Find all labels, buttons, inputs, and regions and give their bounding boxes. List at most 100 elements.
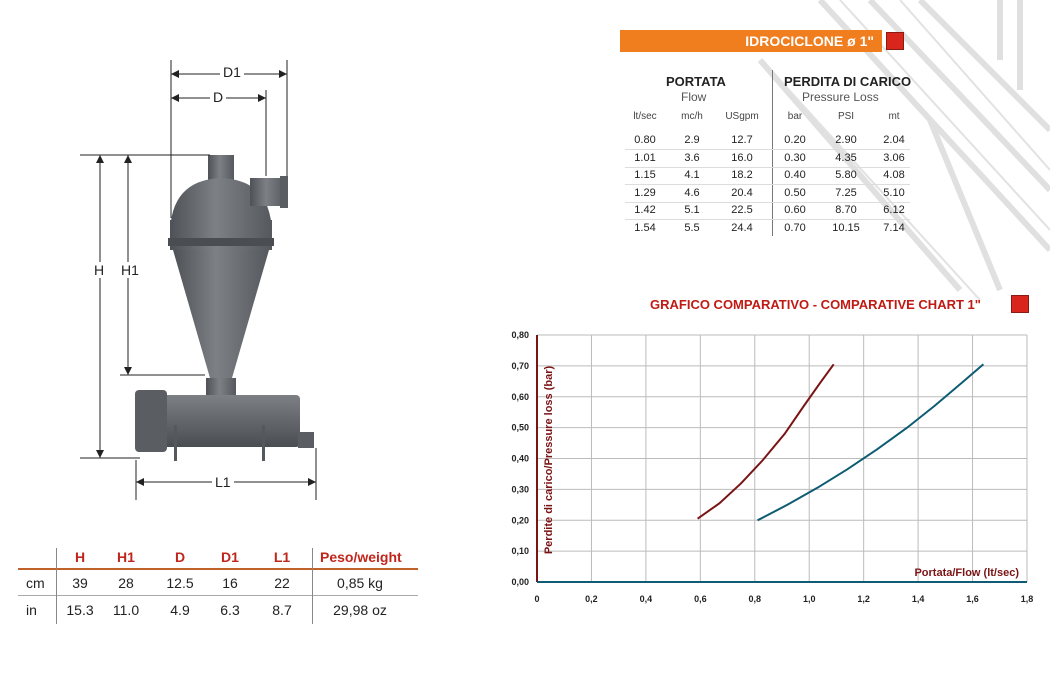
dim-table-header: D1	[221, 549, 239, 565]
flow-table-cell: 0.30	[784, 151, 806, 164]
x-tick-label: 1,6	[966, 594, 979, 604]
x-tick-label: 0,8	[749, 594, 762, 604]
dim-table-cell: 29,98 oz	[333, 602, 387, 618]
flow-table-cell: 5.1	[684, 204, 700, 216]
x-axis-label: Portata/Flow (lt/sec)	[914, 567, 1019, 579]
flow-table-separator	[772, 70, 773, 236]
flow-table-row-rule	[625, 201, 910, 203]
flow-table-cell: 0.40	[784, 169, 806, 181]
dim-table-unit: in	[26, 602, 37, 618]
flow-table-cell: 0.60	[784, 204, 806, 216]
col-usgpm: USgpm	[725, 111, 759, 122]
dim-table-separator	[312, 548, 313, 624]
flow-table-cell: 1.54	[634, 221, 656, 234]
y-tick-label: 0,50	[511, 423, 529, 433]
flow-table-cell: 16.0	[731, 151, 753, 164]
col-lt-sec: lt/sec	[633, 111, 657, 122]
series-line-1	[697, 363, 835, 520]
dim-table-header: D	[174, 549, 186, 565]
flow-table-cell: 2.90	[835, 134, 857, 146]
dim-label-d: D	[210, 89, 227, 105]
y-tick-label: 0,80	[511, 330, 529, 340]
dim-label-h: H	[92, 262, 107, 278]
y-tick-label: 0,10	[511, 546, 529, 556]
dim-table-cell: 28	[118, 575, 134, 591]
flow-table-cell: 2.04	[883, 134, 905, 146]
flow-table-cell: 2.9	[684, 134, 700, 146]
pressure-group-subtitle: Pressure Loss	[802, 90, 879, 104]
x-tick-label: 1,8	[1021, 594, 1034, 604]
x-tick-label: 0,6	[694, 594, 707, 604]
comparative-chart: 0 0,2 0,4 0,6 0,8 1,0 1,2 1,4 1,6 1,8 0,00 0,10 0,20…	[511, 330, 1034, 604]
flow-table-cell: 5.10	[883, 186, 905, 199]
flow-table-row-rule	[625, 219, 910, 220]
flow-table-cell: 4.6	[684, 186, 700, 199]
flow-table-row-rule	[625, 149, 910, 150]
flow-table-row-rule	[625, 166, 910, 168]
y-tick-label: 0,00	[511, 577, 529, 587]
pressure-group-title: PERDITA DI CARICO	[784, 74, 912, 89]
background-decoration	[757, 0, 1050, 300]
chart-title: GRAFICO COMPARATIVO - COMPARATIVE CHART …	[650, 297, 981, 312]
flow-table-cell: 24.4	[731, 221, 753, 234]
flow-table-cell: 1.42	[634, 204, 656, 216]
dim-table-cell: 0,85 kg	[337, 575, 383, 591]
x-tick-label: 0,4	[640, 594, 653, 604]
flow-table-cell: 20.4	[731, 186, 753, 199]
dim-table-cell: 16	[222, 575, 238, 591]
dim-label-l1: L1	[212, 474, 234, 490]
y-tick-label: 0,60	[511, 392, 529, 402]
dim-table-top-rule	[18, 568, 418, 570]
flow-table-cell: 0.20	[784, 134, 806, 146]
dim-table-cell: 11.0	[112, 602, 140, 618]
dim-label-d1: D1	[220, 64, 244, 80]
chart-title-marker-icon	[1011, 295, 1029, 313]
y-tick-label: 0,40	[511, 454, 529, 464]
flow-table-cell: 3.6	[684, 151, 700, 164]
dim-table-header: Peso/weight	[320, 549, 402, 565]
flow-table-cell: 8.70	[835, 204, 857, 216]
x-tick-label: 0,2	[585, 594, 598, 604]
x-tick-label: 1,4	[912, 594, 925, 604]
y-axis-label: Perdite di carico/Pressure loss (bar)	[543, 366, 555, 555]
dim-table-cell: 4.9	[170, 602, 190, 618]
dim-table-header: H1	[117, 549, 135, 565]
hydrocyclone-drawing	[80, 60, 317, 500]
flow-table-cell: 0.70	[784, 221, 806, 234]
y-tick-label: 0,70	[511, 361, 529, 371]
x-tick-label: 1,0	[803, 594, 816, 604]
dim-label-h1: H1	[119, 262, 141, 278]
col-mc-h: mc/h	[681, 111, 703, 122]
dim-table-header: L1	[273, 549, 291, 565]
flow-table-cell: 4.08	[883, 169, 905, 181]
flow-table-cell: 4.1	[684, 169, 700, 181]
col-mt: mt	[888, 111, 900, 122]
flow-table-row-rule	[625, 184, 910, 185]
x-tick-label: 0	[534, 594, 539, 604]
flow-table-cell: 1.29	[634, 186, 656, 199]
dim-table-mid-rule	[18, 595, 418, 596]
flow-table-cell: 4.35	[835, 151, 857, 164]
flow-table-cell: 5.80	[835, 169, 857, 181]
dim-table-cell: 22	[274, 575, 290, 591]
product-title: IDROCICLONE ø 1"	[620, 30, 882, 52]
flow-table-cell: 7.14	[883, 221, 905, 234]
dim-table-separator	[56, 548, 57, 624]
flow-table-cell: 7.25	[835, 186, 857, 199]
dim-table-cell: 6.3	[220, 602, 240, 618]
flow-table-cell: 1.15	[634, 169, 656, 181]
flow-table-cell: 1.01	[634, 151, 656, 164]
dim-table-unit: cm	[26, 575, 45, 591]
flow-table-cell: 0.50	[784, 186, 806, 199]
x-tick-label: 1,2	[857, 594, 870, 604]
col-bar: bar	[787, 111, 803, 122]
flow-table-cell: 0.80	[634, 134, 656, 146]
flow-group-subtitle: Flow	[681, 90, 707, 104]
series-line-2	[757, 363, 985, 522]
flow-table-cell: 22.5	[731, 204, 753, 216]
y-tick-label: 0,20	[511, 515, 529, 525]
flow-table-cell: 12.7	[731, 134, 753, 146]
flow-table-cell: 6.12	[883, 204, 905, 216]
flow-table-cell: 18.2	[731, 169, 753, 181]
flow-table-cell: 5.5	[684, 221, 700, 234]
